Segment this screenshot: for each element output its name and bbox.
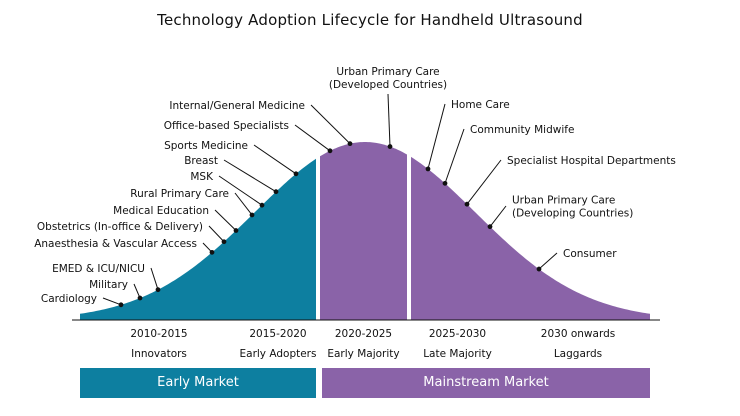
annotation-line-17 bbox=[538, 252, 558, 270]
annotation-label-12: (Developed Countries) bbox=[329, 79, 447, 91]
annotation-label-6: Rural Primary Care bbox=[130, 188, 229, 200]
curve-segment-1 bbox=[320, 142, 407, 320]
annotation-dot-3 bbox=[209, 249, 215, 255]
annotation-dot-12 bbox=[387, 144, 393, 149]
annotation-dot-10 bbox=[327, 148, 333, 154]
chart-title: Technology Adoption Lifecycle for Handhe… bbox=[157, 11, 583, 29]
annotation-label-12: Urban Primary Care bbox=[336, 66, 439, 78]
curve-segment-2 bbox=[411, 156, 650, 320]
early-market-bar-label: Early Market bbox=[157, 375, 239, 390]
annotation-dot-2 bbox=[155, 287, 161, 293]
annotation-line-5 bbox=[214, 209, 237, 231]
category-label-3: Late Majority bbox=[423, 348, 492, 360]
annotation-label-5: Medical Education bbox=[113, 205, 209, 217]
annotation-label-3: Anaesthesia & Vascular Access bbox=[34, 238, 197, 250]
category-label-4: Laggards bbox=[554, 348, 602, 360]
annotation-label-7: MSK bbox=[190, 171, 214, 183]
annotation-label-9: Sports Medicine bbox=[164, 140, 248, 152]
annotation-dot-7 bbox=[259, 202, 265, 208]
annotation-label-4: Obstetrics (In-office & Delivery) bbox=[37, 221, 203, 233]
annotation-line-0 bbox=[102, 297, 122, 306]
annotation-label-17: Consumer bbox=[563, 248, 617, 260]
annotation-label-1: Military bbox=[89, 279, 128, 291]
annotation-label-0: Cardiology bbox=[41, 293, 97, 305]
annotation-dot-16 bbox=[487, 224, 493, 230]
annotation-line-11 bbox=[310, 104, 351, 145]
annotation-label-11: Internal/General Medicine bbox=[169, 100, 305, 112]
annotation-dot-0 bbox=[118, 302, 124, 308]
category-label-1: Early Adopters bbox=[240, 348, 317, 360]
annotation-line-4 bbox=[208, 225, 225, 243]
period-label-2: 2020-2025 bbox=[335, 328, 392, 340]
annotation-label-16: Urban Primary Care bbox=[512, 195, 615, 207]
annotation-line-9 bbox=[253, 144, 297, 175]
period-label-0: 2010-2015 bbox=[130, 328, 187, 340]
period-label-4: 2030 onwards bbox=[541, 328, 615, 340]
annotation-line-13 bbox=[427, 103, 446, 170]
annotation-label-13: Home Care bbox=[451, 99, 510, 111]
annotation-line-1 bbox=[133, 283, 141, 299]
annotation-label-15: Specialist Hospital Departments bbox=[507, 155, 676, 167]
annotation-dot-1 bbox=[137, 295, 143, 301]
annotation-dot-15 bbox=[464, 201, 470, 207]
annotation-line-7 bbox=[218, 175, 263, 206]
annotation-line-6 bbox=[234, 192, 253, 216]
annotation-dot-14 bbox=[442, 180, 448, 186]
annotation-label-8: Breast bbox=[184, 155, 218, 167]
annotation-dot-4 bbox=[221, 239, 227, 245]
annotation-dot-6 bbox=[249, 212, 255, 218]
annotation-label-16: (Developing Countries) bbox=[512, 208, 633, 220]
annotation-dot-5 bbox=[233, 228, 239, 233]
annotation-dot-17 bbox=[536, 266, 542, 272]
annotation-line-10 bbox=[294, 124, 331, 152]
category-label-2: Early Majority bbox=[327, 348, 399, 360]
annotation-dot-11 bbox=[347, 141, 353, 147]
annotation-label-2: EMED & ICU/NICU bbox=[52, 263, 145, 275]
annotation-line-2 bbox=[150, 267, 159, 290]
curve-segment-0 bbox=[80, 158, 316, 320]
annotation-dot-9 bbox=[293, 171, 299, 177]
annotation-dot-8 bbox=[273, 189, 279, 195]
annotation-label-14: Community Midwife bbox=[470, 124, 574, 136]
annotation-line-8 bbox=[223, 159, 277, 193]
annotation-line-14 bbox=[444, 128, 465, 184]
annotation-line-16 bbox=[489, 205, 507, 227]
period-label-3: 2025-2030 bbox=[429, 328, 486, 340]
annotation-line-12 bbox=[387, 93, 391, 147]
category-label-0: Innovators bbox=[131, 348, 187, 360]
annotation-label-10: Office-based Specialists bbox=[164, 120, 289, 132]
annotation-line-15 bbox=[466, 159, 502, 205]
market-bar-0 bbox=[80, 368, 316, 398]
period-label-1: 2015-2020 bbox=[249, 328, 306, 340]
annotation-dot-13 bbox=[425, 166, 431, 172]
market-bar-1 bbox=[322, 368, 650, 398]
mainstream-market-bar-label: Mainstream Market bbox=[423, 375, 549, 390]
